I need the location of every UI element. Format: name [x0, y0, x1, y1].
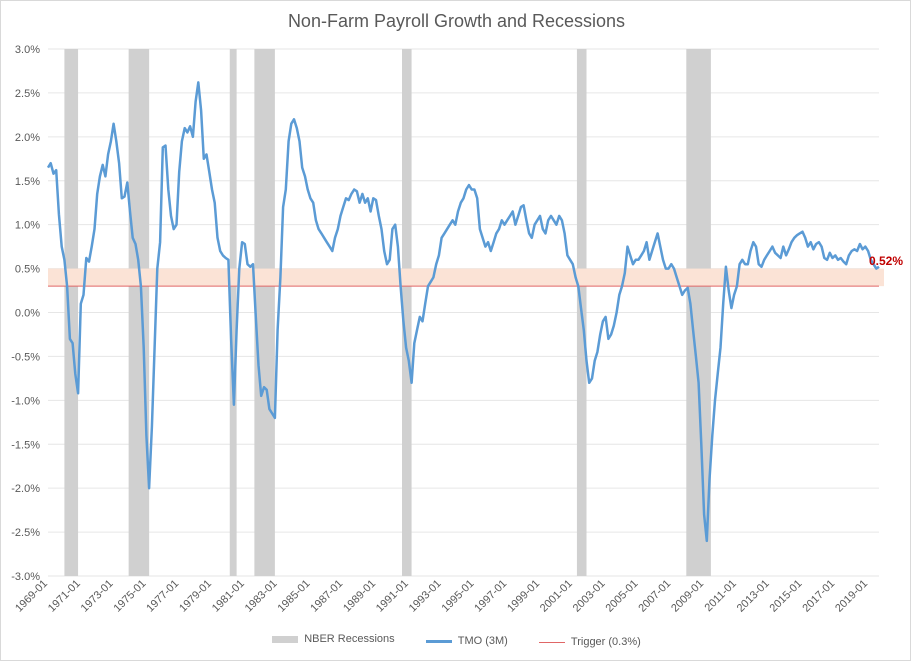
- x-tick-label-10: 1989-01: [341, 578, 378, 615]
- x-tick-label-8: 1985-01: [276, 578, 313, 615]
- recession-bar-6: [686, 49, 711, 576]
- legend: NBER Recessions TMO (3M) Trigger (0.3%): [1, 633, 911, 648]
- x-tick-label-5: 1979-01: [177, 578, 214, 615]
- x-tick-label-0: 1969-01: [13, 578, 50, 615]
- x-tick-label-1: 1971-01: [46, 578, 83, 615]
- legend-item-recessions: NBER Recessions: [272, 633, 395, 645]
- y-tick-label-2: -2.0%: [11, 483, 40, 495]
- legend-swatch-recessions: [272, 635, 299, 643]
- end-value-label-layer: 0.52%: [869, 254, 903, 268]
- y-tick-label-10: 2.0%: [15, 132, 40, 144]
- x-tick-label-25: 2019-01: [833, 578, 870, 615]
- x-axis-tick-labels: 1969-011971-011973-011975-011977-011979-…: [13, 578, 870, 615]
- x-tick-label-23: 2015-01: [768, 578, 805, 615]
- recession-bar-0: [64, 49, 79, 576]
- chart-title: Non-Farm Payroll Growth and Recessions: [287, 11, 626, 31]
- x-tick-label-11: 1991-01: [374, 578, 411, 615]
- legend-swatch-tmo: [425, 639, 452, 643]
- trigger-band: [48, 268, 884, 287]
- x-tick-label-12: 1993-01: [407, 578, 444, 615]
- x-tick-label-6: 1981-01: [210, 578, 247, 615]
- y-axis-tick-labels: -3.0% -2.5% -2.0% -1.5% -1.0% -0.5% 0.0% 0.5% 1.…: [11, 44, 40, 583]
- y-tick-label-9: 1.5%: [15, 176, 40, 188]
- x-tick-label-21: 2011-01: [703, 578, 739, 614]
- y-tick-label-8: 1.0%: [15, 220, 40, 232]
- legend-item-trigger: Trigger (0.3%): [538, 636, 641, 648]
- series-layer: [46, 81, 880, 543]
- y-tick-label-6: 0.0%: [15, 308, 40, 320]
- x-tick-label-4: 1977-01: [144, 578, 181, 615]
- y-tick-label-5: -0.5%: [11, 351, 40, 363]
- y-tick-label-3: -1.5%: [11, 439, 40, 451]
- trigger-band-rect: [48, 268, 884, 287]
- legend-label-tmo: TMO (3M): [457, 635, 508, 647]
- recession-bar-3: [254, 49, 275, 576]
- y-tick-label-4: -1.0%: [11, 395, 40, 407]
- x-tick-label-24: 2017-01: [800, 578, 837, 615]
- x-tick-label-18: 2005-01: [604, 578, 641, 615]
- y-tick-label-7: 0.5%: [15, 264, 40, 276]
- gridlines: [48, 48, 879, 577]
- y-tick-label-11: 2.5%: [15, 88, 40, 100]
- x-tick-label-22: 2013-01: [735, 578, 772, 615]
- recession-bar-2: [229, 49, 237, 576]
- x-tick-label-17: 2003-01: [571, 578, 608, 615]
- x-tick-label-13: 1995-01: [440, 578, 477, 615]
- y-tick-label-12: 3.0%: [15, 44, 40, 56]
- legend-label-recessions: NBER Recessions: [304, 633, 395, 645]
- x-tick-label-9: 1987-01: [308, 578, 345, 615]
- series-line-tmo: [46, 81, 880, 543]
- x-tick-label-20: 2009-01: [669, 578, 706, 615]
- x-tick-label-14: 1997-01: [472, 578, 509, 615]
- y-tick-label-0: -3.0%: [11, 571, 40, 583]
- x-tick-label-2: 1973-01: [79, 578, 116, 615]
- x-tick-label-16: 2001-01: [538, 578, 575, 615]
- recession-bar-4: [401, 49, 412, 576]
- x-tick-label-15: 1999-01: [505, 578, 542, 615]
- x-tick-label-7: 1983-01: [243, 578, 280, 615]
- legend-item-tmo: TMO (3M): [425, 635, 508, 647]
- y-tick-label-1: -2.5%: [11, 527, 40, 539]
- legend-swatch-trigger: [538, 641, 565, 643]
- x-tick-label-3: 1975-01: [111, 578, 148, 615]
- recession-bar-1: [128, 49, 150, 576]
- x-tick-label-19: 2007-01: [636, 578, 673, 615]
- end-value-label: 0.52%: [869, 254, 903, 268]
- legend-label-trigger: Trigger (0.3%): [570, 636, 641, 648]
